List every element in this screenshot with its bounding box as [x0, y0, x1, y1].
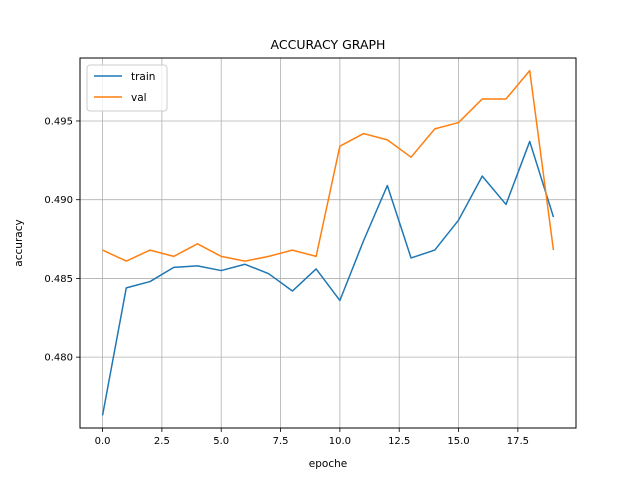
- y-tick-label: 0.490: [44, 195, 73, 206]
- x-tick-label: 7.5: [273, 436, 289, 447]
- y-tick-label: 0.480: [44, 353, 73, 364]
- legend-val-label: val: [131, 92, 147, 104]
- y-tick-label: 0.485: [44, 274, 73, 285]
- legend: train val: [86, 64, 168, 112]
- x-tick-label: 15.0: [447, 436, 469, 447]
- y-tick-label: 0.495: [44, 116, 73, 127]
- x-axis-label: epoche: [309, 458, 347, 470]
- series-line-val: [102, 69, 555, 262]
- y-axis-label: accuracy: [13, 219, 25, 266]
- x-tick-label: 2.5: [154, 436, 170, 447]
- x-tick-label: 10.0: [329, 436, 351, 447]
- x-tick-label: 0.0: [95, 436, 111, 447]
- x-tick-label: 12.5: [388, 436, 410, 447]
- ticks: 0.0 2.5 5.0 7.5 10.0 12.5 15.0 17.5 0.480 0.485 0.…: [44, 116, 529, 447]
- plot-frame: [79, 57, 577, 429]
- x-tick-label: 17.5: [507, 436, 529, 447]
- chart-title: ACCURACY GRAPH: [271, 37, 386, 52]
- legend-train-label: train: [131, 71, 155, 83]
- x-tick-label: 5.0: [213, 436, 229, 447]
- series-lines: [101, 69, 555, 416]
- series-line-train: [101, 140, 555, 416]
